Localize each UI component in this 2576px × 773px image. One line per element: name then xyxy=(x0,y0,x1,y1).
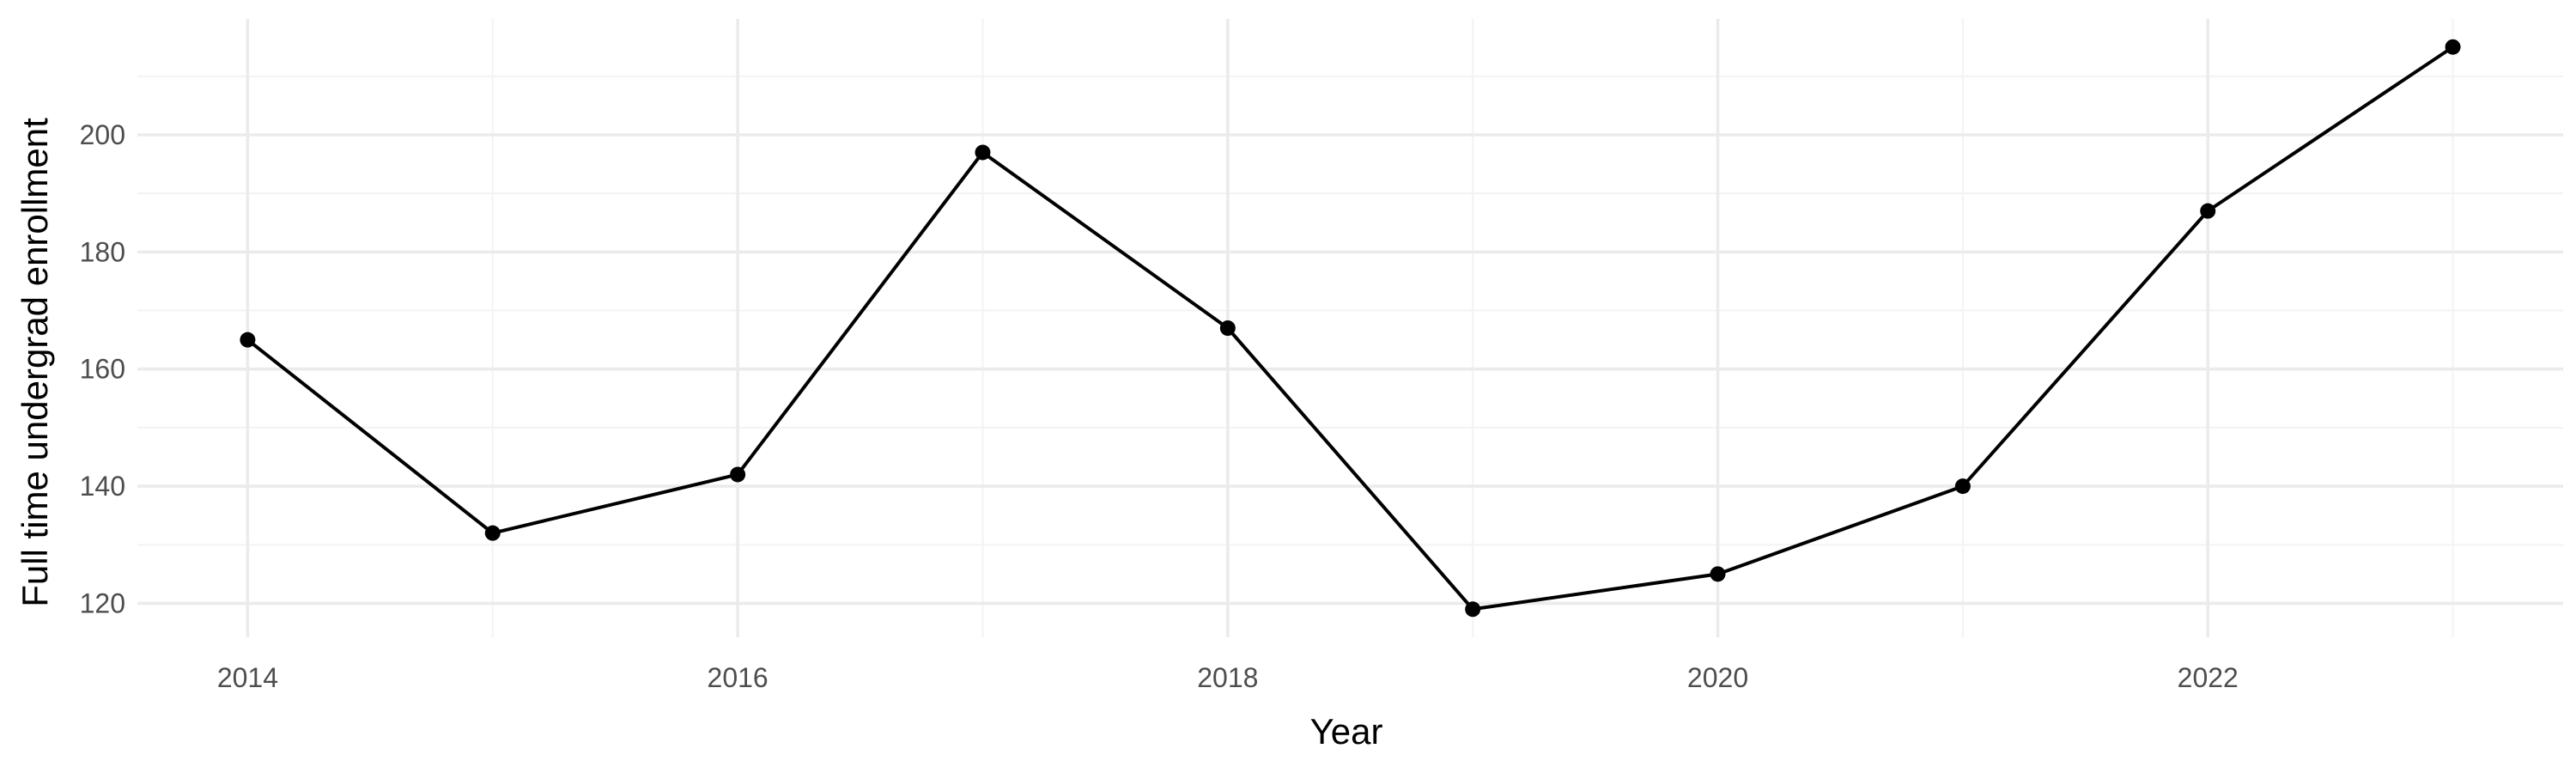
data-point xyxy=(240,332,256,348)
y-axis-title: Full time undergrad enrollment xyxy=(15,118,55,607)
data-point xyxy=(484,525,501,541)
x-tick-label: 2018 xyxy=(1197,662,1258,693)
data-point xyxy=(2445,39,2461,55)
data-point xyxy=(1954,478,1971,495)
x-tick-label: 2014 xyxy=(217,662,278,693)
series-line xyxy=(246,45,2455,612)
data-point xyxy=(1710,566,1726,582)
grid-lines xyxy=(137,19,2563,637)
x-axis-ticks: 2014 2016 2018 2020 2022 xyxy=(217,662,2239,693)
x-tick-label: 2022 xyxy=(2178,662,2239,693)
data-point xyxy=(1465,601,1481,618)
data-point xyxy=(975,144,991,161)
data-point xyxy=(730,466,746,483)
y-tick-label: 180 xyxy=(80,236,125,267)
y-tick-label: 140 xyxy=(80,471,125,502)
data-point xyxy=(1219,320,1236,336)
y-tick-label: 120 xyxy=(80,587,125,618)
data-point xyxy=(2200,203,2216,219)
x-tick-label: 2020 xyxy=(1687,662,1748,693)
y-tick-label: 200 xyxy=(80,119,125,150)
y-tick-label: 160 xyxy=(80,354,125,385)
y-axis-ticks: 120 140 160 180 200 xyxy=(80,119,125,618)
series-layer xyxy=(240,39,2461,618)
x-axis-title: Year xyxy=(1310,711,1383,752)
x-tick-label: 2016 xyxy=(708,662,769,693)
